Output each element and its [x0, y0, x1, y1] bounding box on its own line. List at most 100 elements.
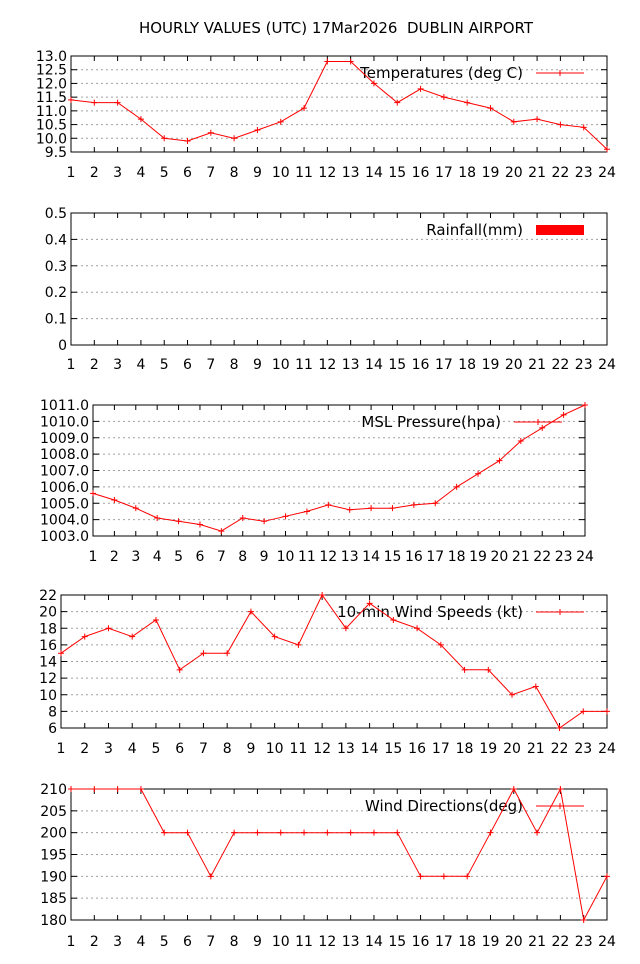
wind-speed-data-point	[604, 708, 610, 715]
plot-frame	[70, 55, 608, 153]
x-tick-label: 14	[365, 165, 383, 181]
x-tick-label: 15	[388, 357, 406, 373]
x-tick-label: 23	[574, 741, 592, 757]
x-tick-label: 19	[482, 165, 500, 181]
temperature-data-point	[207, 129, 214, 136]
pressure-data-point	[154, 514, 161, 521]
x-tick-label: 7	[206, 357, 215, 373]
x-tick-label: 20	[491, 549, 509, 565]
x-tick-label: 14	[361, 741, 379, 757]
x-tick-label: 18	[458, 165, 476, 181]
x-tick-label: 10	[272, 165, 290, 181]
pressure-series-line	[92, 404, 586, 532]
wind-speed-data-point	[461, 666, 468, 673]
temperature-data-point	[580, 124, 587, 131]
y-tick-label: 14	[39, 655, 57, 671]
x-tick-label: 7	[206, 934, 215, 950]
x-tick-label: 3	[104, 741, 113, 757]
x-tick-label: 6	[175, 741, 184, 757]
x-tick-label: 11	[289, 741, 307, 757]
x-tick-label: 16	[405, 549, 423, 565]
wind-speed-data-point	[366, 600, 373, 607]
wind-direction-data-point	[277, 829, 284, 836]
temperature-data-point	[231, 135, 238, 142]
temperature-chart: 9.510.010.511.011.512.012.513.01 2 3 4 5 6 7 8 9…	[36, 49, 616, 181]
x-tick-label: 5	[160, 934, 169, 950]
wind-speed-data-point	[437, 641, 444, 648]
y-tick-label: 195	[40, 848, 67, 864]
wind-direction-data-point	[324, 829, 331, 836]
x-tick-label: 13	[341, 549, 359, 565]
wind-speed-data-point	[58, 650, 64, 657]
x-tick-label: 11	[298, 549, 316, 565]
pressure-data-point	[218, 528, 225, 535]
y-tick-label: 180	[40, 913, 67, 929]
wind-direction-data-point	[487, 829, 494, 836]
wind-direction-data-point	[347, 829, 354, 836]
y-tick-label: 1007.0	[40, 464, 89, 480]
x-tick-label: 16	[412, 357, 430, 373]
x-tick-label: 13	[342, 165, 360, 181]
temperature-data-point	[137, 116, 144, 123]
y-tick-label: 210	[40, 782, 67, 798]
pressure-data-point	[368, 505, 375, 512]
y-tick-label: 12.5	[36, 63, 67, 79]
x-tick-label: 13	[342, 357, 360, 373]
y-tick-label: 1006.0	[40, 480, 89, 496]
wind-direction-data-point	[440, 873, 447, 880]
x-tick-label: 20	[505, 165, 523, 181]
wind-speed-data-point	[319, 592, 326, 598]
wind-speed-data-point	[532, 683, 539, 690]
wind-direction-data-point	[580, 917, 587, 923]
x-tick-label: 15	[384, 741, 402, 757]
temperature-data-point	[487, 105, 494, 112]
x-tick-label: 9	[253, 165, 262, 181]
wind-direction-data-point	[394, 829, 401, 836]
x-tick-label: 11	[295, 934, 313, 950]
x-tick-label: 3	[131, 549, 140, 565]
legend-label: Rainfall(mm)	[426, 221, 523, 239]
temperature-data-point	[254, 127, 261, 134]
y-tick-label: 0.2	[45, 285, 67, 301]
x-tick-label: 18	[448, 549, 466, 565]
pressure-data-point	[453, 483, 460, 490]
wind-direction-data-point	[68, 786, 74, 792]
pressure-data-point	[239, 514, 246, 521]
pressure-data-point	[282, 513, 289, 520]
x-tick-label: 20	[505, 357, 523, 373]
pressure-data-point	[432, 500, 439, 507]
x-tick-label: 8	[230, 165, 239, 181]
x-tick-label: 8	[230, 934, 239, 950]
y-tick-label: 1009.0	[40, 431, 89, 447]
x-tick-label: 5	[174, 549, 183, 565]
x-tick-label: 4	[136, 165, 145, 181]
x-tick-label: 3	[113, 357, 122, 373]
wind-speed-data-point	[129, 633, 136, 640]
wind-direction-data-point	[254, 829, 261, 836]
x-tick-label: 9	[260, 549, 269, 565]
y-tick-label: 11.0	[36, 104, 67, 120]
x-tick-label: 14	[365, 357, 383, 373]
wind-speed-data-point	[295, 641, 302, 648]
x-tick-label: 24	[598, 165, 616, 181]
x-tick-label: 14	[365, 934, 383, 950]
legend-marker	[557, 609, 563, 615]
pressure-data-point	[175, 518, 182, 525]
pressure-data-point	[346, 506, 353, 513]
x-tick-label: 3	[113, 165, 122, 181]
x-tick-label: 2	[90, 357, 99, 373]
y-tick-label: 1008.0	[40, 447, 89, 463]
pressure-data-point	[560, 411, 567, 418]
x-tick-label: 7	[199, 741, 208, 757]
x-tick-label: 13	[337, 741, 355, 757]
x-tick-label: 21	[528, 357, 546, 373]
y-tick-label: 0	[58, 338, 67, 354]
temperature-data-point	[417, 85, 424, 92]
wind-direction-data-point	[301, 829, 308, 836]
x-tick-label: 1	[89, 549, 98, 565]
x-tick-label: 18	[458, 357, 476, 373]
x-tick-label: 5	[160, 165, 169, 181]
y-tick-label: 10	[39, 688, 57, 704]
